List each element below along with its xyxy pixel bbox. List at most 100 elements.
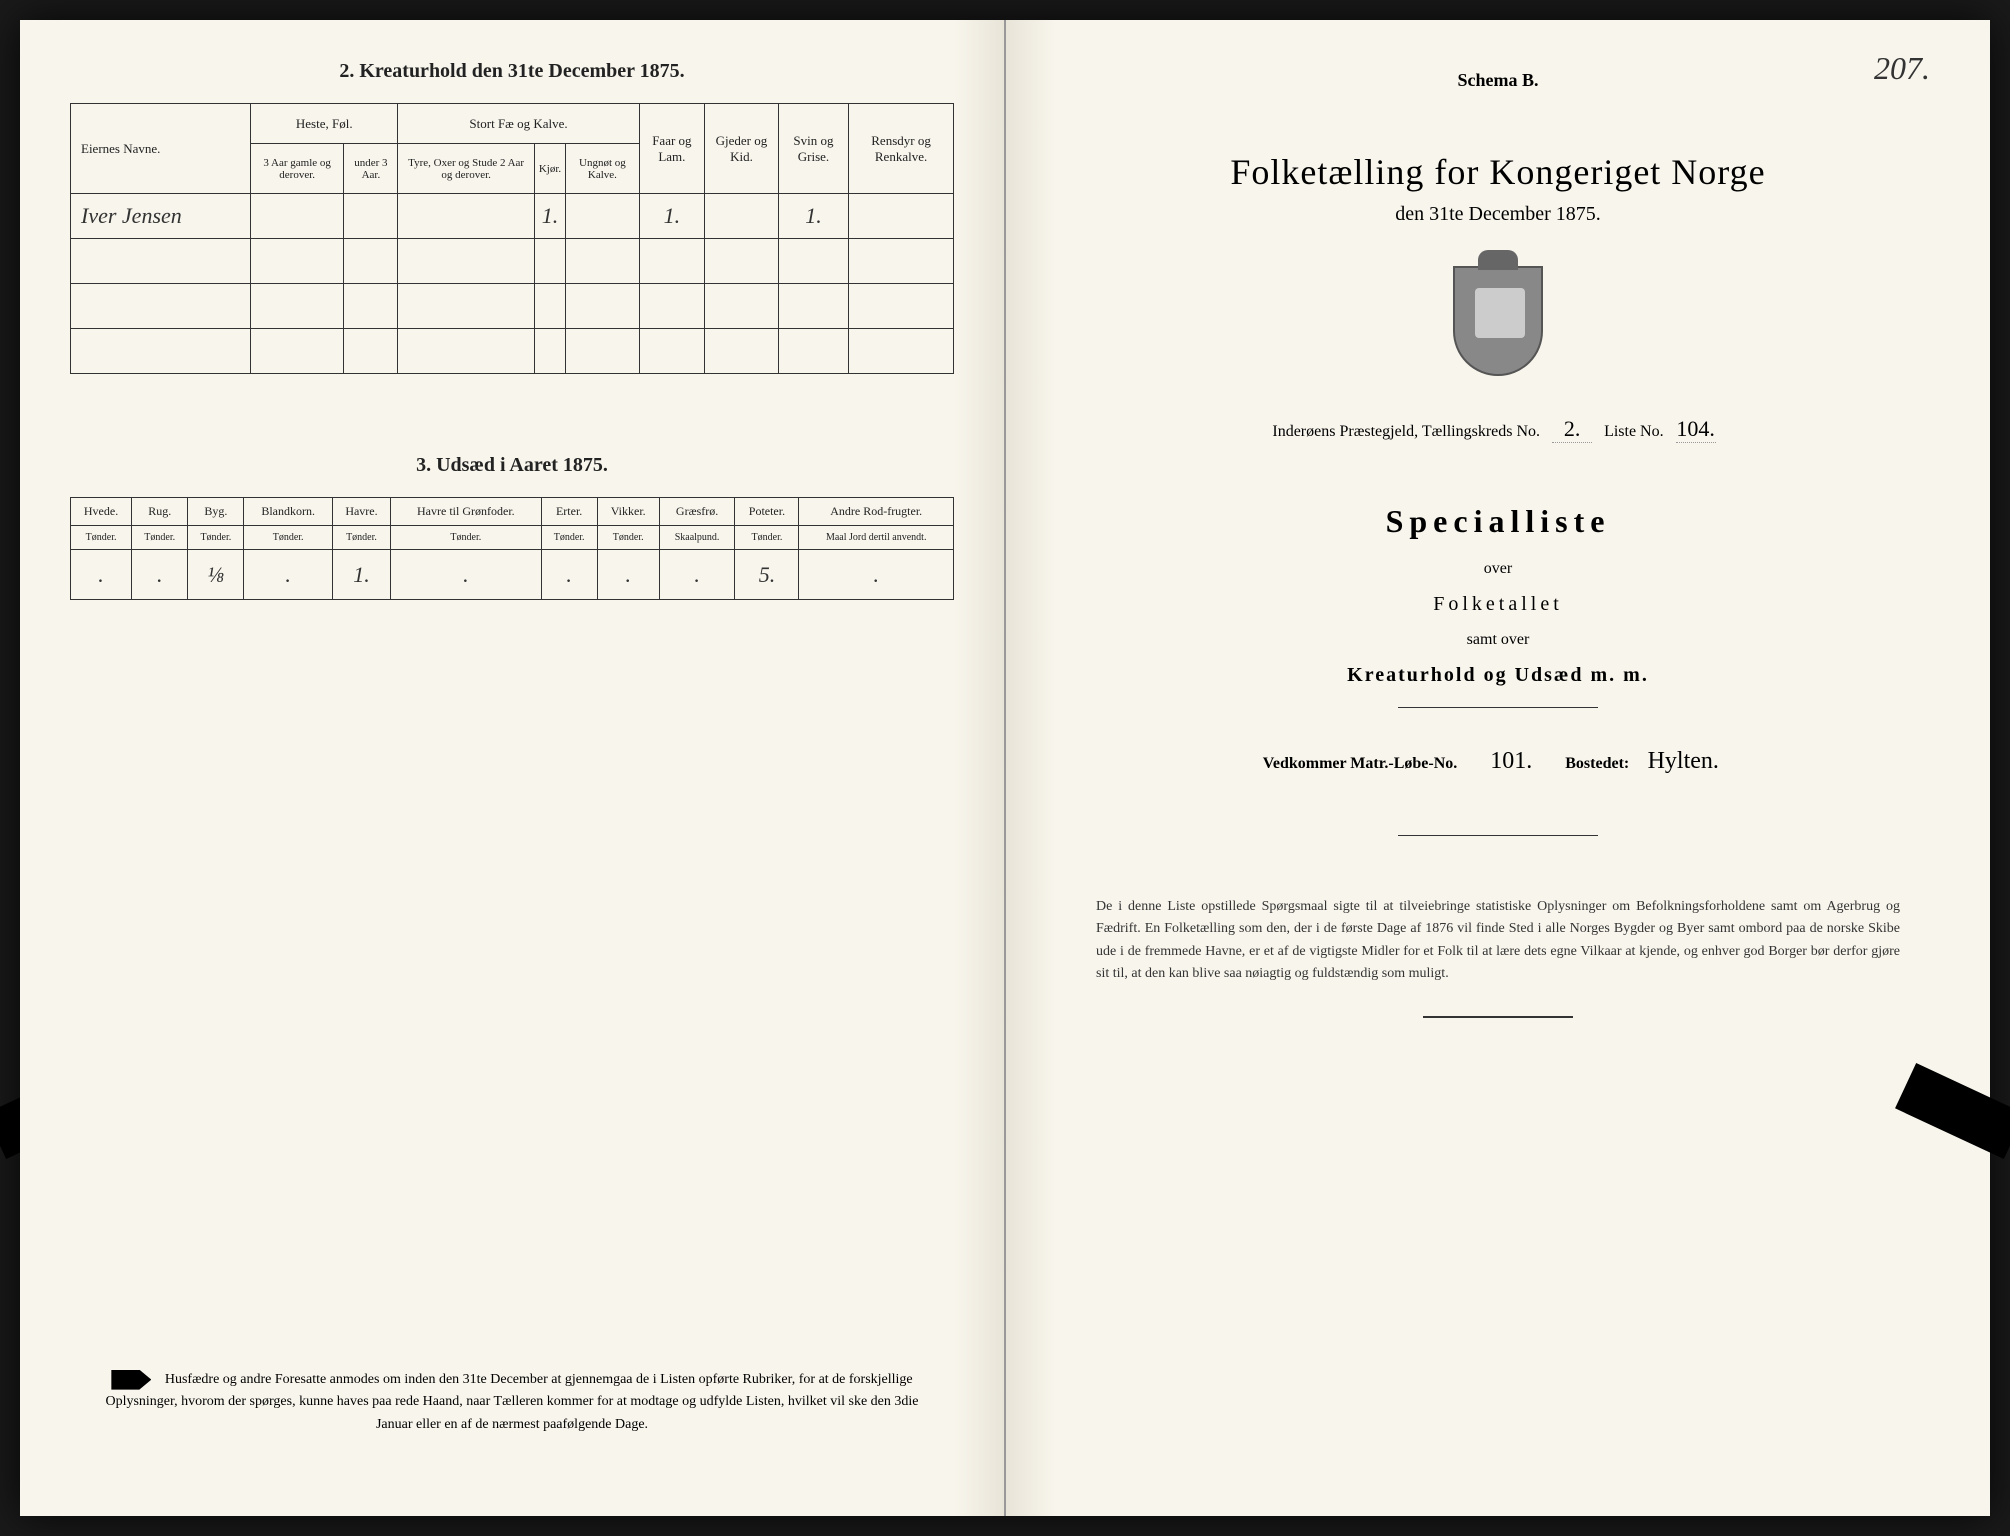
th-sub: Tønder. bbox=[597, 526, 659, 550]
cell: 1. bbox=[332, 550, 390, 600]
cell bbox=[398, 239, 534, 284]
cell bbox=[344, 194, 398, 239]
cell bbox=[534, 284, 565, 329]
pointer-icon bbox=[111, 1370, 151, 1390]
cell bbox=[639, 284, 705, 329]
kreds-no: 2. bbox=[1552, 416, 1592, 443]
folketallet: Folketallet bbox=[1056, 593, 1940, 616]
th-heste: Heste, Føl. bbox=[251, 104, 398, 144]
th-rensdyr: Rensdyr og Renkalve. bbox=[849, 104, 954, 194]
cell bbox=[778, 239, 848, 284]
cell bbox=[344, 239, 398, 284]
bosted-label: Bostedet: bbox=[1565, 755, 1629, 772]
th-name: Eiernes Navne. bbox=[71, 104, 251, 194]
cell: 5. bbox=[735, 550, 799, 600]
over-text: over bbox=[1056, 560, 1940, 578]
cell bbox=[251, 329, 344, 374]
footer-text: Husfædre og andre Foresatte anmodes om i… bbox=[105, 1372, 918, 1432]
matr-line: Vedkommer Matr.-Løbe-No. 101. Bostedet: … bbox=[1056, 748, 1940, 775]
cell bbox=[849, 239, 954, 284]
th: Græsfrø. bbox=[659, 498, 735, 526]
bosted: Hylten. bbox=[1643, 748, 1723, 775]
cell bbox=[566, 239, 639, 284]
cell bbox=[849, 329, 954, 374]
cell bbox=[639, 329, 705, 374]
page-number: 207. bbox=[1874, 50, 1930, 87]
th: Havre. bbox=[332, 498, 390, 526]
th-sub5: Ungnøt og Kalve. bbox=[566, 144, 639, 194]
cell bbox=[398, 329, 534, 374]
th: Erter. bbox=[541, 498, 597, 526]
bottom-divider bbox=[1423, 1016, 1573, 1018]
cell: . bbox=[799, 550, 954, 600]
right-footer-note: De i denne Liste opstillede Spørgsmaal s… bbox=[1056, 896, 1940, 986]
cell bbox=[534, 329, 565, 374]
table-row bbox=[71, 239, 954, 284]
cell: . bbox=[597, 550, 659, 600]
info-prefix: Inderøens Præstegjeld, Tællingskreds No. bbox=[1272, 423, 1540, 440]
cell: . bbox=[71, 550, 132, 600]
cell bbox=[849, 284, 954, 329]
cell bbox=[344, 284, 398, 329]
cell bbox=[778, 329, 848, 374]
th-sub: Tønder. bbox=[332, 526, 390, 550]
th: Byg. bbox=[188, 498, 244, 526]
table-row bbox=[71, 284, 954, 329]
th-sub: Tønder. bbox=[391, 526, 541, 550]
th-sub3: Tyre, Oxer og Stude 2 Aar og derover. bbox=[398, 144, 534, 194]
info-line: Inderøens Præstegjeld, Tællingskreds No.… bbox=[1056, 416, 1940, 443]
section2-title: 2. Kreaturhold den 31te December 1875. bbox=[70, 60, 954, 83]
th: Poteter. bbox=[735, 498, 799, 526]
th-sub: Tønder. bbox=[132, 526, 188, 550]
cell bbox=[398, 194, 534, 239]
th: Rug. bbox=[132, 498, 188, 526]
th: Andre Rod-frugter. bbox=[799, 498, 954, 526]
cell: . bbox=[244, 550, 332, 600]
kreatur-text: Kreaturhold og Udsæd m. m. bbox=[1056, 664, 1940, 687]
divider bbox=[1398, 707, 1598, 708]
cell bbox=[705, 329, 779, 374]
th-svin: Svin og Grise. bbox=[778, 104, 848, 194]
cell: ⅛ bbox=[188, 550, 244, 600]
left-footer-note: Husfædre og andre Foresatte anmodes om i… bbox=[100, 1369, 924, 1436]
cell: . bbox=[541, 550, 597, 600]
cell bbox=[251, 194, 344, 239]
th-faar: Faar og Lam. bbox=[639, 104, 705, 194]
th-sub: Skaalpund. bbox=[659, 526, 735, 550]
divider2 bbox=[1398, 835, 1598, 836]
cell bbox=[705, 239, 779, 284]
section3-title: 3. Udsæd i Aaret 1875. bbox=[70, 454, 954, 477]
matr-label: Vedkommer Matr.-Løbe-No. bbox=[1263, 755, 1458, 772]
book-spread: 2. Kreaturhold den 31te December 1875. E… bbox=[20, 20, 1990, 1516]
th-gjeder: Gjeder og Kid. bbox=[705, 104, 779, 194]
liste-label: Liste No. bbox=[1604, 423, 1664, 440]
cell bbox=[705, 194, 779, 239]
samt-text: samt over bbox=[1056, 631, 1940, 649]
th-stort: Stort Fæ og Kalve. bbox=[398, 104, 639, 144]
cell: 1. bbox=[534, 194, 565, 239]
th-sub2: under 3 Aar. bbox=[344, 144, 398, 194]
cell-name bbox=[71, 329, 251, 374]
th-sub: Tønder. bbox=[71, 526, 132, 550]
cell bbox=[251, 284, 344, 329]
cell bbox=[398, 284, 534, 329]
th-sub: Tønder. bbox=[541, 526, 597, 550]
cell bbox=[778, 284, 848, 329]
cell-name: Iver Jensen bbox=[71, 194, 251, 239]
cell: . bbox=[659, 550, 735, 600]
cell-name bbox=[71, 284, 251, 329]
matr-no: 101. bbox=[1471, 748, 1551, 775]
cell bbox=[566, 329, 639, 374]
cell bbox=[849, 194, 954, 239]
special-title: Specialliste bbox=[1056, 503, 1940, 540]
cell bbox=[566, 194, 639, 239]
cell bbox=[705, 284, 779, 329]
crest-icon bbox=[1453, 266, 1543, 376]
cell bbox=[344, 329, 398, 374]
th-sub: Tønder. bbox=[735, 526, 799, 550]
th: Hvede. bbox=[71, 498, 132, 526]
subtitle: den 31te December 1875. bbox=[1056, 203, 1940, 226]
left-page: 2. Kreaturhold den 31te December 1875. E… bbox=[20, 20, 1006, 1516]
th-sub: Maal Jord dertil anvendt. bbox=[799, 526, 954, 550]
table-row: Iver Jensen1.1.1. bbox=[71, 194, 954, 239]
